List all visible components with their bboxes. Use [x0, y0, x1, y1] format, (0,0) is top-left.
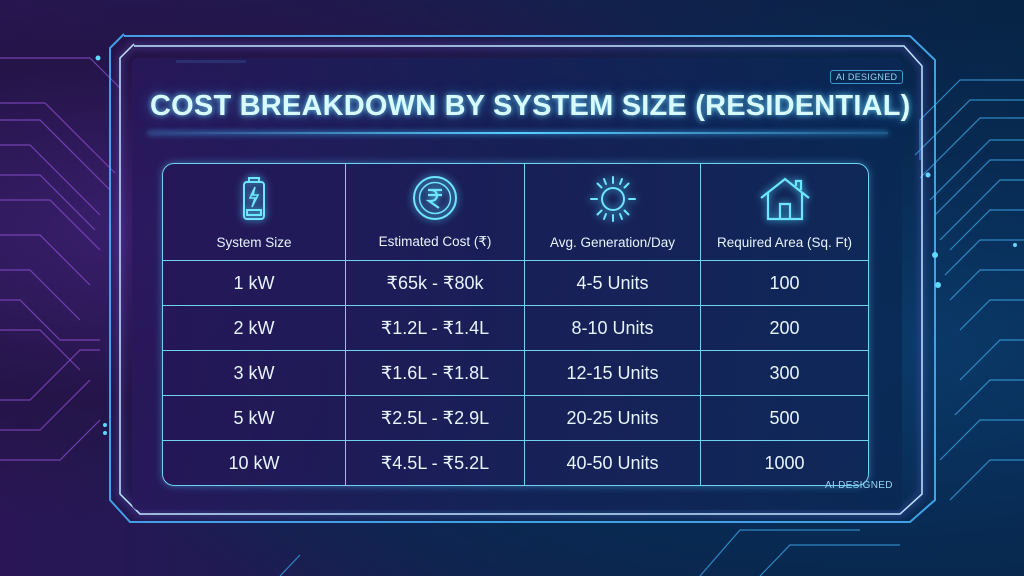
cell-system-size: 2 kW	[163, 306, 346, 351]
cell-required-area: 300	[701, 351, 868, 396]
sun-icon	[588, 171, 638, 227]
cell-estimated-cost: ₹1.6L - ₹1.8L	[346, 351, 525, 396]
cell-estimated-cost: ₹4.5L - ₹5.2L	[346, 441, 525, 485]
cell-avg-generation: 8-10 Units	[525, 306, 701, 351]
cell-estimated-cost: ₹1.2L - ₹1.4L	[346, 306, 525, 351]
cell-avg-generation: 20-25 Units	[525, 396, 701, 441]
table-row: 10 kW ₹4.5L - ₹5.2L 40-50 Units 1000	[163, 441, 868, 485]
page-title: COST BREAKDOWN BY SYSTEM SIZE (RESIDENTI…	[150, 90, 911, 122]
cell-estimated-cost: ₹2.5L - ₹2.9L	[346, 396, 525, 441]
house-icon	[758, 171, 812, 227]
battery-charging-icon	[241, 171, 267, 227]
cell-avg-generation: 4-5 Units	[525, 261, 701, 306]
header-avg-generation: Avg. Generation/Day	[525, 164, 701, 261]
cell-required-area: 200	[701, 306, 868, 351]
cell-system-size: 3 kW	[163, 351, 346, 396]
cell-system-size: 10 kW	[163, 441, 346, 485]
header-system-size: System Size	[163, 164, 346, 261]
table-row: 1 kW ₹65k - ₹80k 4-5 Units 100	[163, 261, 868, 306]
cell-avg-generation: 40-50 Units	[525, 441, 701, 485]
cell-avg-generation: 12-15 Units	[525, 351, 701, 396]
header-label: Estimated Cost (₹)	[378, 234, 492, 249]
cell-required-area: 1000	[764, 452, 805, 473]
cell-estimated-cost: ₹65k - ₹80k	[346, 261, 525, 306]
header-row: System Size Estimated Cost (₹)	[163, 164, 868, 261]
header-required-area: Required Area (Sq. Ft)	[701, 164, 868, 261]
cost-breakdown-table: System Size Estimated Cost (₹)	[162, 163, 869, 486]
table-row: 2 kW ₹1.2L - ₹1.4L 8-10 Units 200	[163, 306, 868, 351]
header-label: System Size	[216, 235, 292, 250]
cell-system-size: 1 kW	[163, 261, 346, 306]
table-row: 5 kW ₹2.5L - ₹2.9L 20-25 Units 500	[163, 396, 868, 441]
ai-designed-badge-bottom: AI DESIGNED	[825, 480, 893, 491]
table-row: 3 kW ₹1.6L - ₹1.8L 12-15 Units 300	[163, 351, 868, 396]
title-divider	[148, 132, 888, 134]
cell-required-area: 500	[701, 396, 868, 441]
header-label: Required Area (Sq. Ft)	[716, 235, 853, 250]
cell-required-area: 100	[701, 261, 868, 306]
ai-designed-badge-top: AI DESIGNED	[830, 70, 904, 84]
cell-system-size: 5 kW	[163, 396, 346, 441]
header-label: Avg. Generation/Day	[549, 235, 676, 250]
header-estimated-cost: Estimated Cost (₹)	[346, 164, 525, 261]
rupee-coin-icon	[412, 170, 458, 226]
